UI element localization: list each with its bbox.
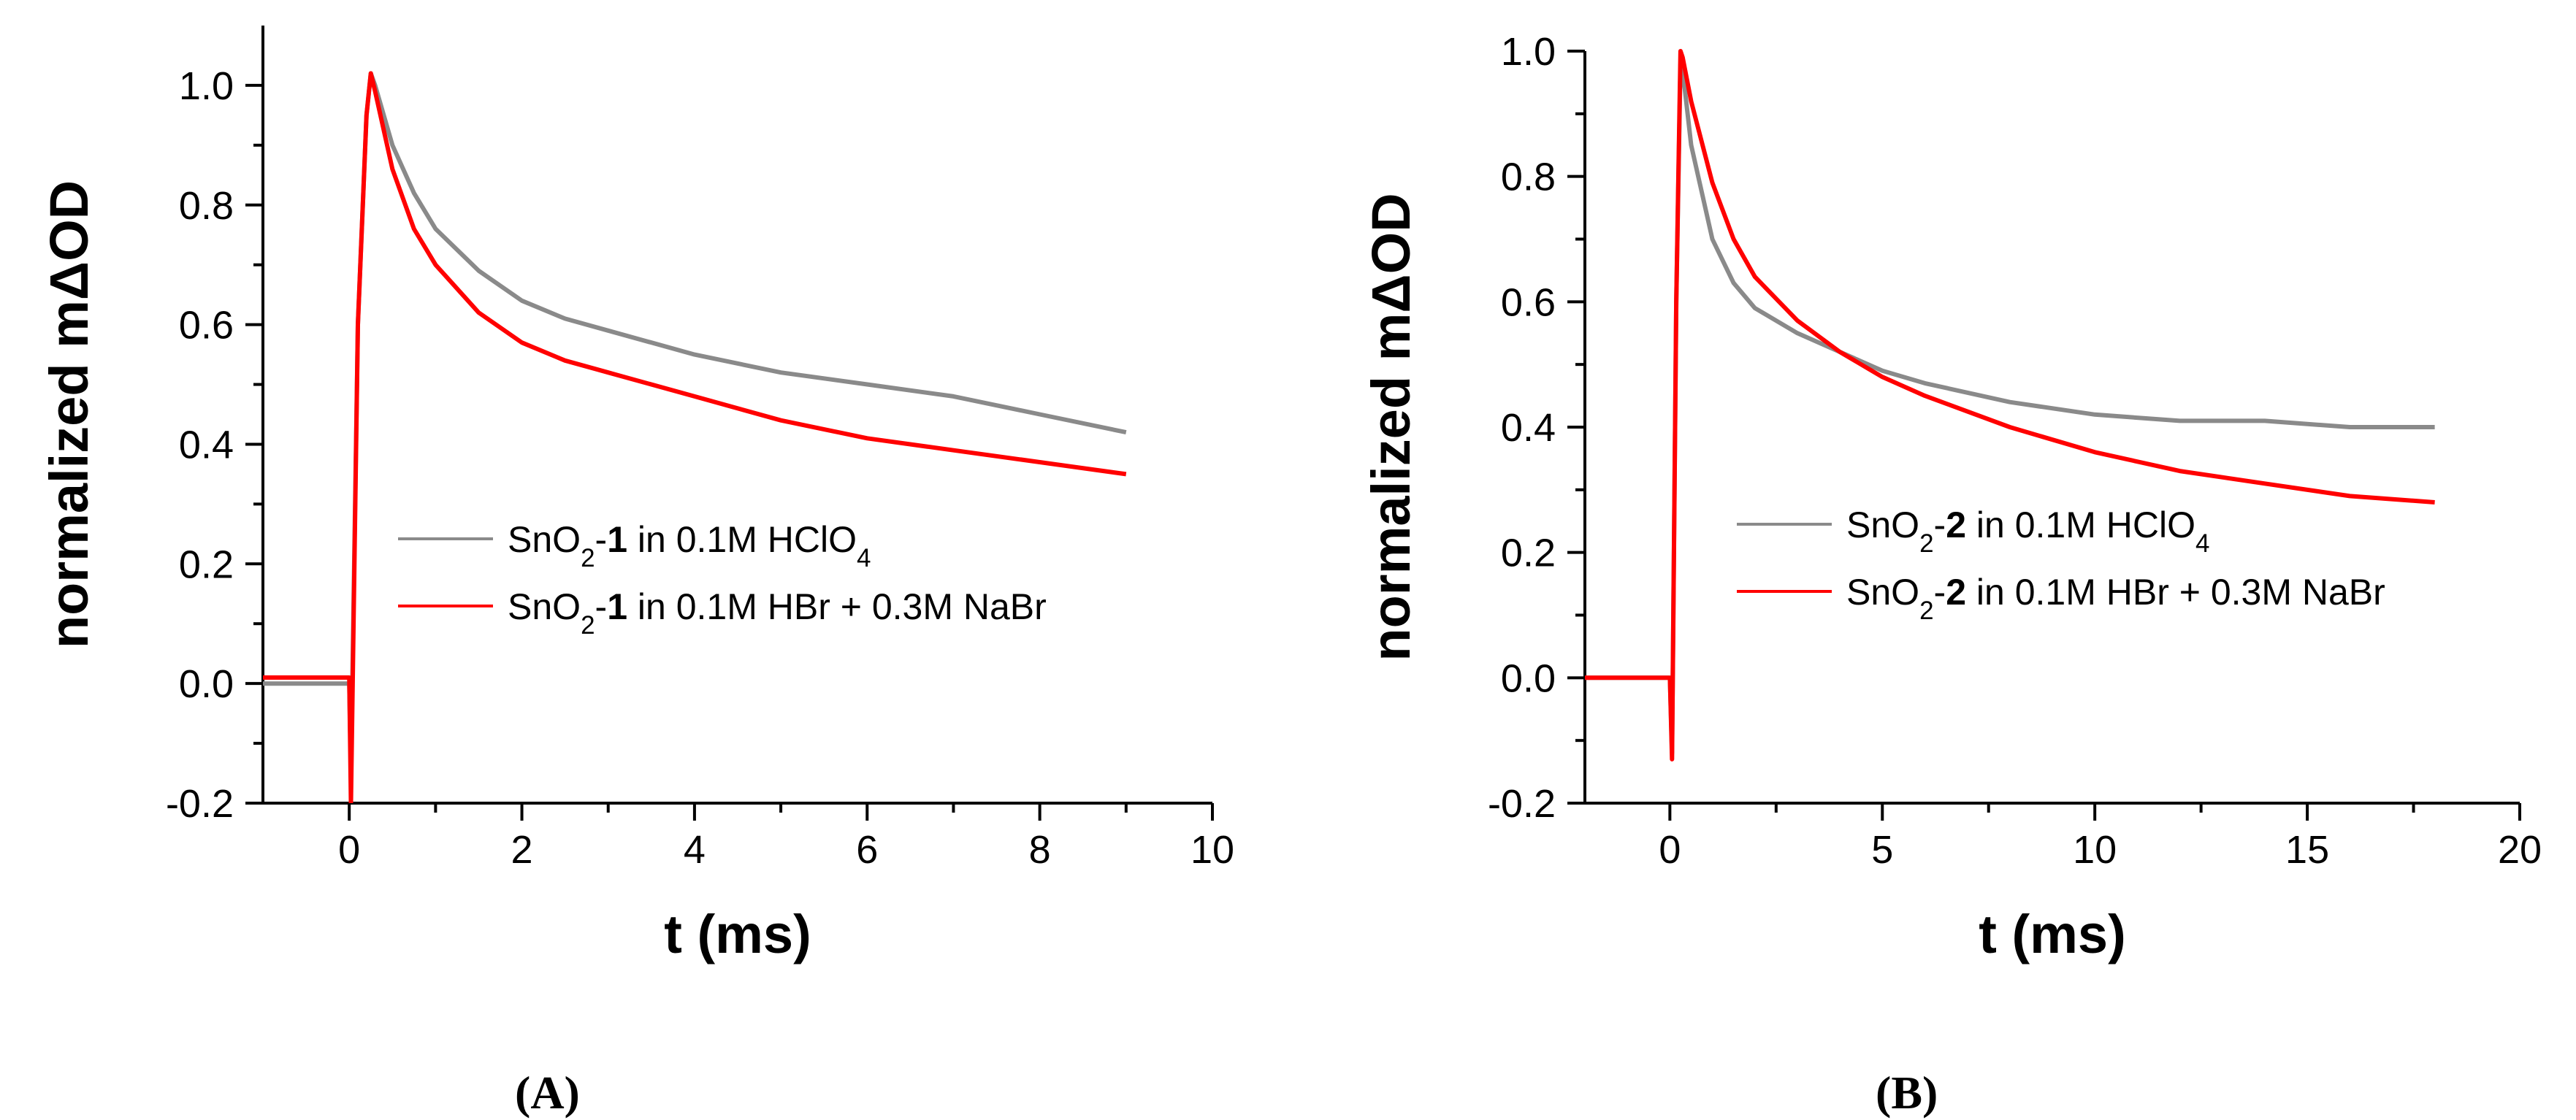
y-tick-label: 0.6 (179, 304, 234, 348)
x-tick-label: 10 (1190, 828, 1234, 872)
x-axis-title: t (ms) (1979, 904, 2125, 964)
x-tick-label: 15 (2285, 828, 2329, 872)
x-tick-label: 6 (856, 828, 878, 872)
legend-label-1: SnO2-2 in 0.1M HClO4 (1846, 505, 2209, 558)
y-tick-label: 0.0 (179, 662, 234, 706)
x-tick-label: 20 (2498, 828, 2542, 872)
y-tick-label: 1.0 (179, 64, 234, 108)
y-tick-label: 0.8 (179, 184, 234, 228)
x-tick-label: 0 (1659, 828, 1681, 872)
legend-label-1: SnO2-1 in 0.1M HClO4 (508, 519, 871, 572)
legend-label-2: SnO2-2 in 0.1M HBr + 0.3M NaBr (1846, 572, 2385, 625)
y-tick-label: 0.2 (1501, 532, 1556, 575)
x-tick-label: 10 (2073, 828, 2117, 872)
y-tick-label: 0.4 (1501, 406, 1556, 450)
y-tick-label: 0.6 (1501, 280, 1556, 324)
series-line-2 (1585, 49, 2435, 762)
x-tick-label: 0 (338, 828, 360, 872)
y-tick-label: -0.2 (166, 782, 234, 826)
y-axis-title: normalized mΔOD (39, 180, 99, 648)
series-line-1 (1585, 61, 2435, 756)
y-axis-title: normalized mΔOD (1361, 193, 1421, 661)
chart-panel-a: 0 2 4 6 8 10 -0.2 0.0 0.2 0.4 0.6 0.8 1.0 t (ms) norma… (39, 26, 1234, 964)
panel-label-b: (B) (1876, 1067, 1938, 1119)
y-tick-label: 0.2 (179, 542, 234, 586)
x-tick-label: 8 (1029, 828, 1051, 872)
legend-label-2: SnO2-1 in 0.1M HBr + 0.3M NaBr (508, 586, 1047, 640)
x-tick-label: 2 (511, 828, 533, 872)
series-line-2 (263, 71, 1127, 803)
x-tick-label: 5 (1871, 828, 1893, 872)
x-tick-label: 4 (684, 828, 706, 872)
y-tick-label: 0.8 (1501, 156, 1556, 199)
x-axis-title: t (ms) (664, 904, 811, 964)
y-tick-label: -0.2 (1488, 782, 1556, 826)
panel-label-a: (A) (515, 1067, 580, 1119)
y-tick-label: 0.0 (1501, 656, 1556, 700)
chart-panel-b: 0 5 10 15 20 -0.2 0.0 0.2 0.4 0.6 0.8 1.0 t (ms) norm… (1361, 30, 2542, 964)
y-tick-label: 0.4 (179, 423, 234, 467)
y-tick-label: 1.0 (1501, 30, 1556, 74)
series-line-1 (263, 71, 1127, 775)
